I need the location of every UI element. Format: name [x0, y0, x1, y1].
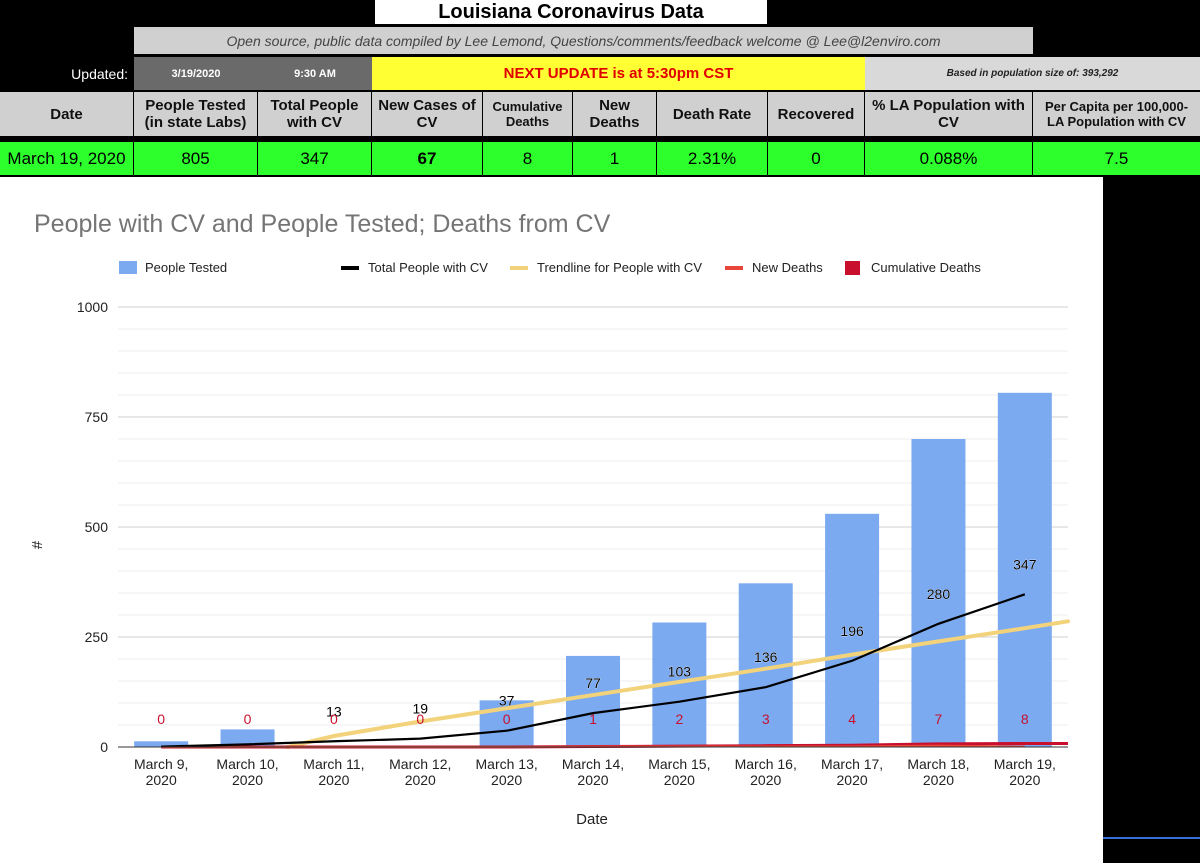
cell-new-cases: 67 — [372, 142, 483, 175]
cell-death-rate: 2.31% — [657, 142, 768, 175]
legend-label-new-deaths: New Deaths — [752, 260, 823, 275]
bar-people-tested — [997, 392, 1052, 747]
cell-new-deaths: 1 — [573, 142, 657, 175]
legend-swatch-trendline — [510, 266, 528, 270]
right-panel-accent-line — [1103, 837, 1200, 839]
data-label-total-people: 196 — [840, 623, 864, 639]
bar-people-tested — [134, 741, 189, 747]
series-line-trendline — [285, 619, 1070, 749]
data-label-cumulative-deaths: 0 — [416, 711, 424, 727]
x-axis-title: Date — [576, 811, 608, 828]
data-label-total-people: 103 — [668, 664, 692, 680]
bar-people-tested — [825, 513, 880, 747]
y-tick-label: 1000 — [77, 299, 108, 315]
chart-svg: People with CV and People Tested; Deaths… — [29, 210, 1070, 828]
column-header-date: Date — [0, 92, 134, 136]
next-update-banner: NEXT UPDATE is at 5:30pm CST — [372, 57, 865, 90]
data-label-cumulative-deaths: 0 — [244, 711, 252, 727]
cell-people-tested: 805 — [134, 142, 258, 175]
column-header-total-people: Total People with CV — [258, 92, 372, 136]
x-tick-label: March 11, 2020 — [303, 756, 364, 788]
data-label-total-people: 280 — [927, 586, 951, 602]
series-line-total-people — [161, 593, 1026, 748]
bar-people-tested — [220, 729, 275, 747]
data-label-cumulative-deaths: 3 — [762, 711, 770, 727]
x-tick-label: March 12, 2020 — [389, 756, 451, 788]
x-tick-label: March 14, 2020 — [562, 756, 624, 788]
y-tick-label: 500 — [85, 519, 109, 535]
cell-per-capita: 7.5 — [1033, 142, 1200, 175]
data-label-total-people: 77 — [585, 675, 601, 691]
legend-swatch-total-people — [341, 266, 359, 270]
column-header-death-rate: Death Rate — [657, 92, 768, 136]
legend-label-people-tested: People Tested — [145, 260, 227, 275]
page-subtitle: Open source, public data compiled by Lee… — [134, 27, 1033, 54]
data-label-total-people: 347 — [1013, 556, 1037, 572]
column-header-new-deaths: New Deaths — [573, 92, 657, 136]
x-tick-label: March 15, 2020 — [648, 756, 710, 788]
cell-recovered: 0 — [768, 142, 865, 175]
legend-label-cumulative-deaths: Cumulative Deaths — [871, 260, 981, 275]
legend-swatch-new-deaths — [725, 266, 743, 270]
population-note: Based in population size of: 393,292 — [865, 57, 1200, 90]
data-label-total-people: 19 — [412, 701, 428, 717]
right-panel — [1103, 177, 1200, 863]
chart-title: People with CV and People Tested; Deaths… — [34, 210, 611, 238]
column-header-cumulative-deaths: Cumulative Deaths — [483, 92, 573, 136]
cell-date: March 19, 2020 — [0, 142, 134, 175]
cell-cumulative-deaths: 8 — [483, 142, 573, 175]
updated-date: 3/19/2020 — [134, 57, 258, 90]
x-tick-label: March 18, 2020 — [907, 756, 969, 788]
y-axis-title: # — [29, 540, 46, 549]
column-header-per-capita: Per Capita per 100,000- LA Population wi… — [1033, 92, 1200, 136]
data-label-cumulative-deaths: 7 — [935, 711, 943, 727]
page-title: Louisiana Coronavirus Data — [375, 0, 767, 24]
x-tick-label: March 19, 2020 — [994, 756, 1056, 788]
data-label-cumulative-deaths: 0 — [503, 711, 511, 727]
x-tick-label: March 9, 2020 — [134, 756, 188, 788]
legend-label-total-people: Total People with CV — [368, 260, 488, 275]
data-label-cumulative-deaths: 0 — [330, 711, 338, 727]
column-header-la-population-pct: % LA Population with CV — [865, 92, 1033, 136]
y-tick-label: 250 — [85, 629, 109, 645]
y-tick-label: 750 — [85, 409, 109, 425]
x-tick-label: March 10, 2020 — [216, 756, 278, 788]
legend-swatch-people-tested — [119, 261, 137, 274]
cell-la-population-pct: 0.088% — [865, 142, 1033, 175]
x-tick-label: March 13, 2020 — [476, 756, 538, 788]
bar-people-tested — [566, 655, 620, 747]
cell-total-people: 347 — [258, 142, 372, 175]
x-tick-label: March 16, 2020 — [735, 756, 797, 788]
bar-people-tested — [911, 439, 966, 747]
legend-swatch-cumulative-deaths — [845, 261, 860, 275]
data-label-cumulative-deaths: 1 — [589, 711, 597, 727]
data-label-cumulative-deaths: 4 — [848, 711, 856, 727]
data-label-cumulative-deaths: 8 — [1021, 711, 1029, 727]
column-header-new-cases: New Cases of CV — [372, 92, 483, 136]
chart-panel: People with CV and People Tested; Deaths… — [0, 177, 1103, 863]
data-label-total-people: 37 — [499, 693, 515, 709]
data-label-cumulative-deaths: 0 — [157, 711, 165, 727]
x-tick-label: March 17, 2020 — [821, 756, 883, 788]
updated-label: Updated: — [0, 57, 134, 90]
column-header-recovered: Recovered — [768, 92, 865, 136]
data-label-total-people: 136 — [754, 649, 778, 665]
data-label-total-people: 13 — [326, 703, 342, 719]
legend-label-trendline: Trendline for People with CV — [537, 260, 702, 275]
y-tick-label: 0 — [100, 739, 108, 755]
column-header-people-tested: People Tested (in state Labs) — [134, 92, 258, 136]
updated-time: 9:30 AM — [258, 57, 372, 90]
data-label-cumulative-deaths: 2 — [675, 711, 683, 727]
